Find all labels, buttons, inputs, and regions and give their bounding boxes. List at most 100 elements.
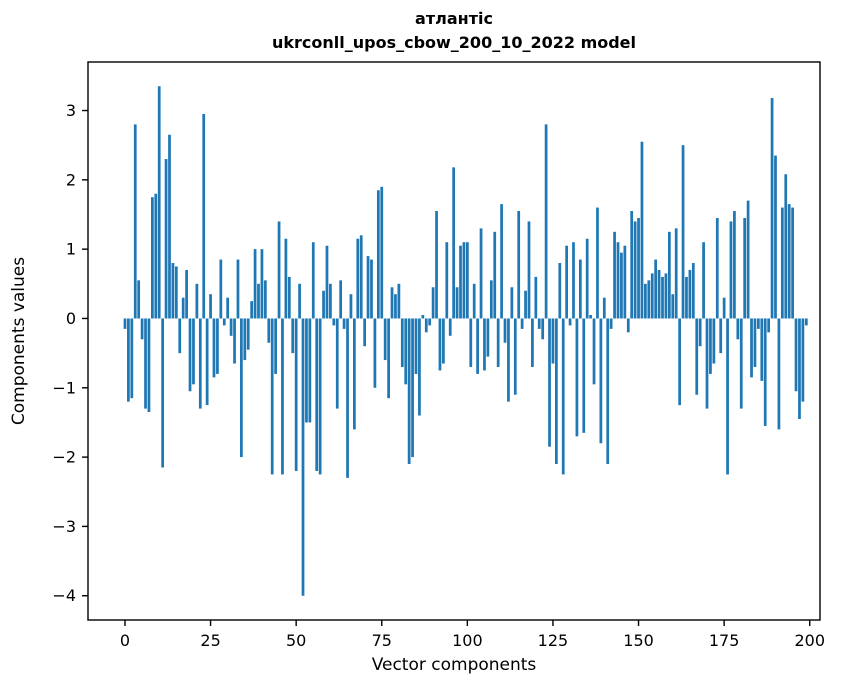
bar — [517, 211, 521, 319]
bar — [650, 273, 654, 319]
bar — [757, 318, 760, 329]
bar — [719, 318, 723, 354]
bar — [462, 242, 466, 319]
bar — [599, 318, 603, 444]
y-tick-label: 3 — [66, 101, 76, 120]
bar — [390, 287, 394, 319]
bar — [479, 228, 483, 319]
bar — [582, 318, 586, 433]
bar — [339, 280, 343, 319]
bar — [602, 297, 606, 319]
bar — [448, 318, 452, 336]
bar — [301, 318, 305, 596]
bar — [623, 245, 627, 319]
bar — [804, 318, 808, 326]
bar — [287, 276, 291, 319]
bar — [322, 290, 325, 319]
bar — [661, 276, 664, 319]
bar — [784, 174, 788, 319]
bar — [712, 318, 716, 364]
plot-area: 0 25 50 75 100 125 150 175 200 −4 −3 −2 −1 0 1 2 3 — [52, 86, 825, 650]
bar — [270, 318, 274, 475]
bar — [380, 186, 384, 319]
bar — [329, 283, 332, 319]
bar — [281, 318, 284, 475]
bar — [592, 318, 596, 385]
bar — [486, 318, 490, 357]
bar — [637, 217, 640, 319]
bar — [702, 242, 705, 319]
bar — [260, 249, 264, 319]
bar — [257, 283, 260, 319]
bar — [222, 318, 226, 326]
bar — [589, 315, 592, 319]
bar — [421, 315, 425, 319]
bar — [168, 134, 171, 319]
bar — [130, 318, 134, 399]
bar — [733, 211, 736, 319]
bar — [171, 263, 175, 319]
bar — [178, 318, 182, 354]
bar — [472, 283, 476, 319]
bar — [726, 318, 729, 475]
bar — [277, 221, 281, 319]
y-tick-label: −1 — [52, 378, 76, 397]
bar — [370, 259, 373, 319]
bar — [555, 318, 558, 465]
bar — [308, 318, 312, 423]
bar — [325, 245, 329, 319]
bar — [400, 318, 404, 367]
bar — [513, 318, 517, 395]
bar — [431, 287, 435, 319]
y-tick-label: 0 — [66, 309, 76, 328]
bar — [531, 318, 534, 367]
bar — [192, 318, 195, 385]
bar — [729, 221, 733, 319]
bar — [736, 318, 740, 340]
bar — [353, 318, 356, 430]
bar — [794, 318, 798, 392]
bar — [284, 238, 288, 319]
bar — [654, 259, 658, 319]
bar — [137, 280, 141, 319]
chart-subtitle: ukrconll_upos_cbow_200_10_2022 model — [272, 33, 636, 52]
bar — [695, 318, 699, 395]
bar — [240, 318, 243, 458]
bar — [315, 318, 319, 471]
bar — [212, 318, 216, 378]
bar — [493, 231, 497, 319]
bar — [606, 318, 610, 465]
bar — [174, 266, 178, 319]
bar — [373, 318, 377, 388]
x-tick-label: 150 — [623, 631, 654, 650]
y-tick-label: −4 — [52, 586, 76, 605]
bar — [630, 211, 634, 319]
bar — [209, 294, 212, 319]
bar — [188, 318, 192, 392]
bar — [332, 318, 336, 326]
bar — [715, 217, 719, 319]
x-axis-label: Vector components — [372, 655, 537, 675]
bar — [363, 318, 367, 347]
bar — [678, 318, 681, 406]
x-tick-label: 50 — [286, 631, 306, 650]
bar — [753, 318, 757, 367]
bar — [667, 231, 671, 319]
bar — [349, 294, 353, 319]
bar — [455, 287, 459, 319]
bar — [688, 269, 692, 319]
bar — [616, 242, 620, 319]
bar — [359, 235, 363, 319]
bar — [195, 283, 199, 319]
plot-border — [87, 61, 821, 621]
bar — [647, 280, 651, 319]
bar — [133, 124, 137, 319]
bar — [445, 242, 449, 319]
bar — [151, 197, 154, 319]
bar — [691, 263, 695, 319]
bar — [763, 318, 767, 426]
bar — [767, 318, 771, 333]
bar — [428, 318, 432, 326]
bar — [161, 318, 165, 468]
bar — [205, 318, 209, 406]
